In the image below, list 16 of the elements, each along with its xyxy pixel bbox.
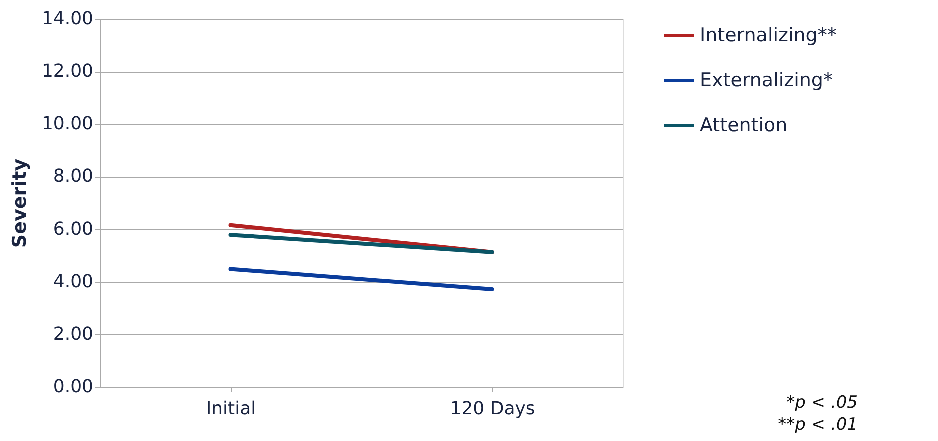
- y-tick-label: 2.00: [53, 324, 94, 345]
- x-tick-label: Initial: [206, 398, 256, 420]
- y-tick-label: 6.00: [53, 218, 94, 240]
- legend-label: Externalizing*: [700, 70, 833, 92]
- y-tick-label: 0.00: [53, 376, 94, 398]
- x-tick-label: 120 Days: [450, 398, 536, 420]
- y-tick-label: 14.00: [42, 8, 94, 30]
- legend-label: Attention: [700, 114, 788, 136]
- legend-label: Internalizing**: [700, 24, 837, 46]
- y-tick-label: 10.00: [42, 114, 94, 135]
- y-axis-title: Severity: [8, 158, 31, 248]
- y-tick-label: 4.00: [53, 271, 94, 292]
- text: **p < .01: [778, 415, 858, 435]
- y-tick-label: 12.00: [42, 61, 94, 82]
- y-tick-label: 8.00: [53, 166, 94, 188]
- text: *p < .05: [786, 393, 858, 413]
